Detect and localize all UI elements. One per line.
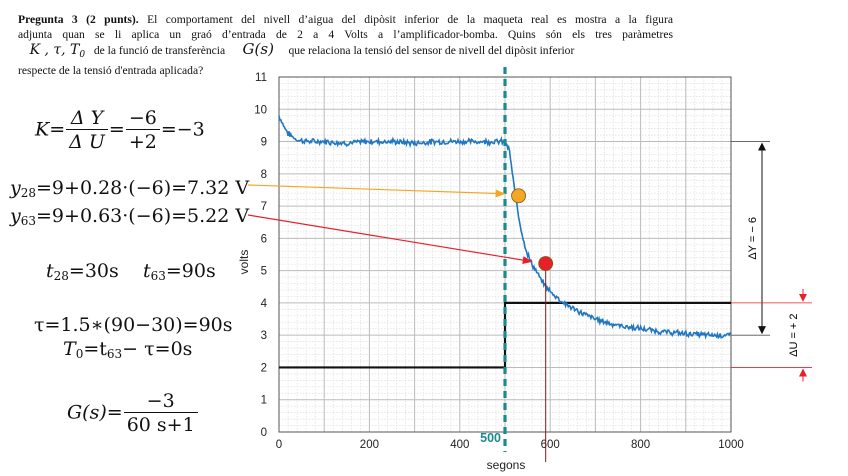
y63-point bbox=[538, 256, 554, 271]
x-tick-label: 0 bbox=[276, 439, 282, 451]
statement-line-1: Pregunta 3 (2 punts). El comportament de… bbox=[18, 13, 673, 26]
y-tick-label: 4 bbox=[261, 298, 268, 310]
tau-equation: τ=1.5∗(90−30)=90s bbox=[34, 314, 233, 336]
x-axis-label: segons bbox=[487, 458, 526, 472]
delta-y-label: ΔY = − 6 bbox=[747, 217, 759, 260]
question-number: Pregunta 3 (2 punts). bbox=[18, 13, 139, 26]
delta-u-label: ΔU = + 2 bbox=[788, 313, 800, 356]
y-axis-label: volts bbox=[237, 250, 251, 275]
y-tick-label: 8 bbox=[261, 169, 267, 181]
y28-equation: y28=9+0.28·(−6)=7.32 V bbox=[10, 177, 250, 200]
y28-arrow bbox=[247, 184, 506, 198]
y-tick-label: 5 bbox=[261, 266, 267, 278]
statement-line-2: adjunta quan se li aplica un graó d’entr… bbox=[18, 28, 673, 41]
y-tick-label: 9 bbox=[261, 137, 267, 149]
tick-labels: 0 200 400 600 800 1000 0 1 2 3 4 5 6 7 8 9 10 11 bbox=[254, 72, 744, 451]
problem-statement: Pregunta 3 (2 punts). El comportament de… bbox=[18, 12, 673, 78]
x-tick-label: 800 bbox=[631, 439, 650, 451]
y-tick-label: 10 bbox=[254, 104, 267, 116]
x-tick-label: 600 bbox=[541, 439, 560, 451]
series-group: 500 bbox=[278, 67, 732, 462]
x-tick-label: 200 bbox=[360, 439, 379, 451]
time-equations: t28=30s t63=90s bbox=[46, 260, 216, 283]
step-time-label: 500 bbox=[480, 431, 501, 445]
x-tick-label: 400 bbox=[450, 439, 469, 451]
x-tick-label: 1000 bbox=[718, 439, 744, 451]
statement-line-4: respecte de la tensió d'entrada aplicada… bbox=[18, 64, 204, 77]
y28-point bbox=[511, 188, 526, 204]
y-tick-label: 0 bbox=[261, 427, 267, 439]
y-tick-label: 7 bbox=[261, 201, 267, 213]
t0-equation: T0=t63− τ=0s bbox=[63, 338, 193, 361]
annotations: ΔY = − 6 ΔU = + 2 bbox=[247, 141, 812, 382]
y-tick-label: 2 bbox=[261, 362, 267, 374]
y-tick-label: 3 bbox=[261, 330, 267, 342]
statement-line-3: K , τ, T0 de la funció de transferència … bbox=[29, 40, 575, 61]
y-tick-label: 6 bbox=[261, 233, 267, 245]
y63-equation: y63=9+0.63·(−6)=5.22 V bbox=[10, 205, 250, 228]
transfer-function-equation: G(s)= −3 60 s+1 bbox=[67, 390, 199, 437]
y-tick-label: 1 bbox=[261, 395, 267, 407]
y63-arrow bbox=[247, 214, 533, 265]
y-tick-label: 11 bbox=[255, 72, 267, 84]
